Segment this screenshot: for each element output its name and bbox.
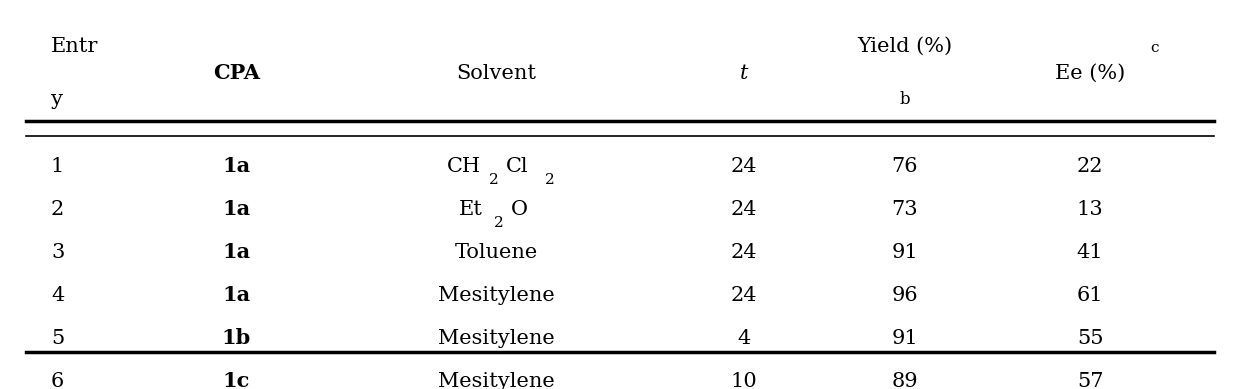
Text: 2: 2 — [489, 173, 498, 187]
Text: 1c: 1c — [223, 371, 250, 389]
Text: t: t — [739, 63, 748, 82]
Text: 4: 4 — [737, 329, 750, 348]
Text: Yield (%): Yield (%) — [857, 37, 952, 56]
Text: 1a: 1a — [222, 199, 250, 219]
Text: Cl: Cl — [506, 157, 528, 176]
Text: 2: 2 — [544, 173, 554, 187]
Text: 2: 2 — [494, 216, 503, 230]
Text: 91: 91 — [892, 329, 918, 348]
Text: O: O — [511, 200, 528, 219]
Text: 24: 24 — [730, 157, 756, 176]
Text: 73: 73 — [892, 200, 918, 219]
Text: 4: 4 — [51, 286, 64, 305]
Text: Solvent: Solvent — [456, 63, 536, 82]
Text: 61: 61 — [1076, 286, 1104, 305]
Text: CPA: CPA — [213, 63, 260, 83]
Text: 6: 6 — [51, 371, 64, 389]
Text: 24: 24 — [730, 243, 756, 262]
Text: 24: 24 — [730, 200, 756, 219]
Text: Et: Et — [459, 200, 484, 219]
Text: 1a: 1a — [222, 156, 250, 176]
Text: Toluene: Toluene — [455, 243, 538, 262]
Text: 1b: 1b — [222, 328, 250, 348]
Text: 57: 57 — [1076, 371, 1104, 389]
Text: Mesitylene: Mesitylene — [438, 329, 554, 348]
Text: CH: CH — [446, 157, 481, 176]
Text: 10: 10 — [730, 371, 758, 389]
Text: 96: 96 — [892, 286, 918, 305]
Text: 1a: 1a — [222, 285, 250, 305]
Text: 41: 41 — [1076, 243, 1104, 262]
Text: c: c — [1151, 41, 1158, 55]
Text: 76: 76 — [892, 157, 918, 176]
Text: 1: 1 — [51, 157, 64, 176]
Text: 91: 91 — [892, 243, 918, 262]
Text: Ee (%): Ee (%) — [1055, 63, 1125, 82]
Text: 3: 3 — [51, 243, 64, 262]
Text: Mesitylene: Mesitylene — [438, 371, 554, 389]
Text: 89: 89 — [892, 371, 918, 389]
Text: 55: 55 — [1076, 329, 1104, 348]
Text: 1a: 1a — [222, 242, 250, 262]
Text: 13: 13 — [1076, 200, 1104, 219]
Text: 2: 2 — [51, 200, 64, 219]
Text: b: b — [899, 91, 910, 109]
Text: 24: 24 — [730, 286, 756, 305]
Text: 22: 22 — [1076, 157, 1104, 176]
Text: Mesitylene: Mesitylene — [438, 286, 554, 305]
Text: Entr: Entr — [51, 37, 98, 56]
Text: 5: 5 — [51, 329, 64, 348]
Text: y: y — [51, 90, 63, 109]
